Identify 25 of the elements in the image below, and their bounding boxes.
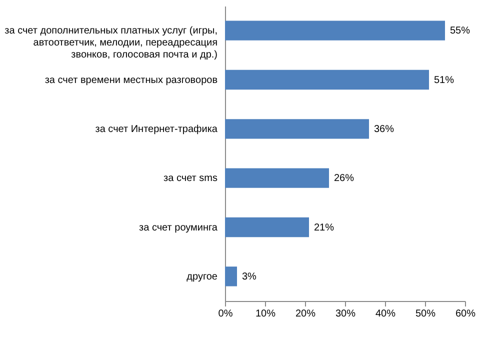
data-label: 36%	[374, 124, 394, 135]
data-label: 26%	[334, 173, 354, 184]
bar	[225, 217, 309, 238]
y-tick-label: за счет дополнительных платных услуг (игры, автоответчик, мелодии, переадресация звонков, голосовая почта и др.)	[4, 26, 218, 61]
y-tick-label: за счет роуминга	[139, 222, 218, 234]
x-tick-label: 10%	[255, 308, 276, 320]
data-label: 55%	[450, 26, 470, 37]
x-tick-label: 0%	[218, 308, 233, 320]
x-tick-label: 30%	[335, 308, 356, 320]
y-tick-label: другое	[186, 271, 218, 282]
bar	[225, 20, 445, 40]
data-label: 51%	[434, 74, 454, 86]
x-tick-label: 20%	[295, 308, 316, 320]
bar	[225, 70, 429, 90]
bar	[225, 266, 237, 286]
x-tick-label: 40%	[375, 308, 396, 320]
y-tick-label: за счет sms	[164, 173, 218, 184]
x-tick-label: 60%	[455, 308, 476, 320]
bar	[225, 168, 329, 188]
y-tick-label: за счет времени местных разговоров	[44, 74, 218, 86]
x-tick-label: 50%	[415, 308, 436, 320]
bar	[225, 119, 369, 139]
y-tick-label: за счет Интернет-трафика	[95, 124, 218, 135]
data-label: 21%	[314, 222, 334, 234]
data-label: 3%	[242, 271, 257, 282]
